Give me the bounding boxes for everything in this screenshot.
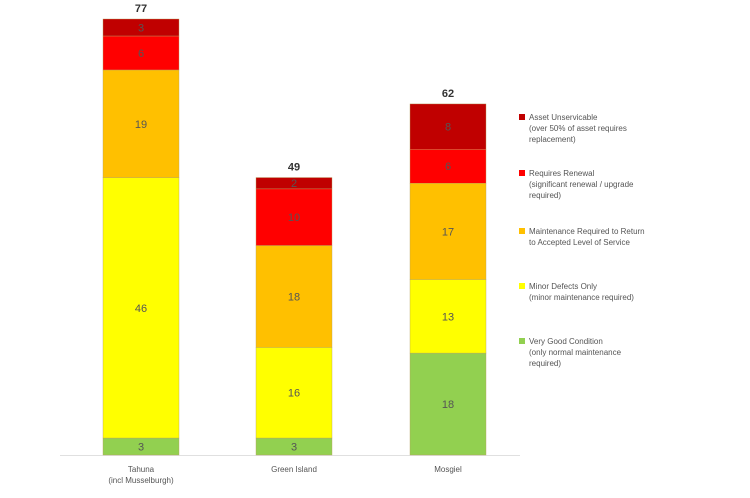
x-tick-label: Mosgiel (434, 465, 462, 474)
data-label: 46 (135, 303, 147, 315)
data-label: 8 (445, 122, 451, 134)
legend-label: Maintenance Required to Return (529, 227, 645, 236)
legend-description: (over 50% of asset requires replacement) (529, 124, 627, 144)
legend-label: Asset Unservicable (529, 113, 598, 122)
bar-segment (409, 352, 487, 456)
data-label: 3 (291, 442, 297, 454)
legend-swatch (519, 228, 525, 234)
x-tick-label: Green Island (271, 465, 317, 474)
data-label: 16 (288, 388, 300, 400)
legend-description: (significant renewal / upgrade required) (529, 180, 634, 200)
bar-segment (102, 35, 180, 71)
bar-segment (409, 183, 487, 280)
x-tick-label: Tahuna (incl Musselburgh) (108, 465, 174, 485)
data-label: 3 (138, 442, 144, 454)
legend-swatch (519, 338, 525, 344)
data-label: 13 (442, 311, 454, 323)
total-label: 77 (135, 3, 147, 15)
bar-segment (102, 177, 180, 439)
legend-swatch (519, 170, 525, 176)
data-label: 17 (442, 226, 454, 238)
bar-segment (255, 177, 333, 190)
bar-segment (102, 69, 180, 178)
legend-description: (only normal maintenance required) (529, 348, 622, 368)
bar-segment (255, 245, 333, 348)
legend-description: (minor maintenance required) (529, 293, 634, 302)
data-label: 10 (288, 212, 300, 224)
data-label: 18 (288, 291, 300, 303)
legend-label: Requires Renewal (529, 169, 595, 178)
data-label: 6 (445, 161, 451, 173)
legend-description: to Accepted Level of Service (529, 238, 630, 247)
legend-label: Very Good Condition (529, 337, 603, 346)
data-label: 19 (135, 119, 147, 131)
data-label: 6 (138, 48, 144, 60)
data-label: 18 (442, 399, 454, 411)
bar-segment (255, 347, 333, 439)
bar-segment (255, 188, 333, 246)
bar-segment (409, 149, 487, 184)
bar-segment (409, 279, 487, 354)
data-label: 2 (291, 178, 297, 190)
bar-segment (102, 18, 180, 37)
legend-label: Minor Defects Only (529, 282, 598, 291)
legend-swatch (519, 114, 525, 120)
total-label: 49 (288, 162, 300, 174)
total-label: 62 (442, 88, 454, 100)
bar-segment (409, 103, 487, 150)
legend-swatch (519, 283, 525, 289)
data-label: 3 (138, 22, 144, 34)
